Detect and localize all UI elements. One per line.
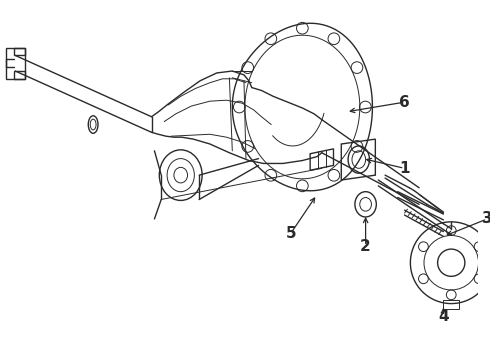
Text: 2: 2 [360,239,371,254]
Text: 1: 1 [399,161,410,176]
Text: 5: 5 [285,226,296,241]
Text: 3: 3 [482,211,490,226]
Text: 6: 6 [399,95,410,110]
Text: 4: 4 [438,309,449,324]
